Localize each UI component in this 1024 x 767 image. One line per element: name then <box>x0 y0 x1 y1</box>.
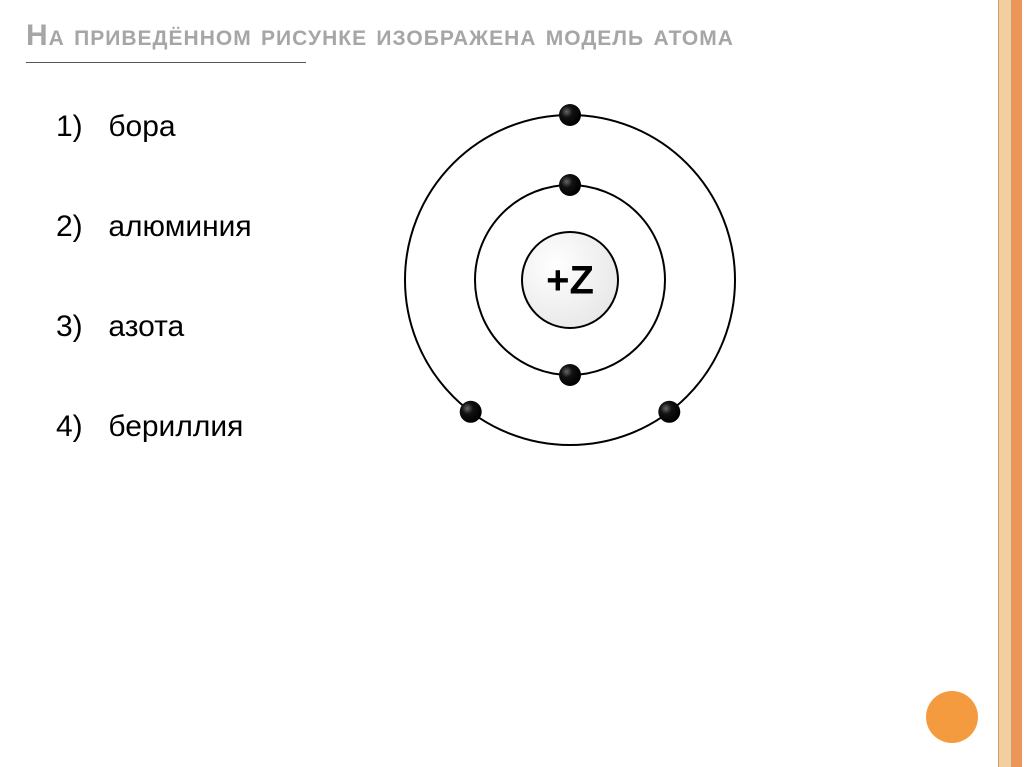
page-title: На приведённом рисунке изображена модель… <box>26 18 926 63</box>
option-3: 3) азота <box>56 310 252 344</box>
option-1-label: бора <box>108 110 175 143</box>
side-bar-outer <box>998 0 1012 767</box>
option-2-num: 2) <box>56 210 100 244</box>
option-1-num: 1) <box>56 110 100 144</box>
title-line1: На приведённом рисунке изображена модель… <box>26 19 734 52</box>
option-3-label: азота <box>108 310 184 343</box>
option-3-num: 3) <box>56 310 100 344</box>
answer-options: 1) бора 2) алюминия 3) азота 4) бериллия <box>56 110 252 510</box>
svg-text:+Z: +Z <box>546 259 594 303</box>
option-4-num: 4) <box>56 410 100 444</box>
option-4-label: бериллия <box>108 410 243 443</box>
option-1: 1) бора <box>56 110 252 144</box>
title-blank-line <box>26 60 306 63</box>
side-bar-inner <box>1012 0 1022 767</box>
side-bar-decoration <box>998 0 1024 767</box>
atom-diagram: +Z <box>380 90 760 470</box>
option-2: 2) алюминия <box>56 210 252 244</box>
slide: На приведённом рисунке изображена модель… <box>0 0 1024 767</box>
accent-dot-icon <box>926 691 978 743</box>
option-2-label: алюминия <box>108 210 251 243</box>
option-4: 4) бериллия <box>56 410 252 444</box>
atom-svg: +Z <box>380 90 760 470</box>
